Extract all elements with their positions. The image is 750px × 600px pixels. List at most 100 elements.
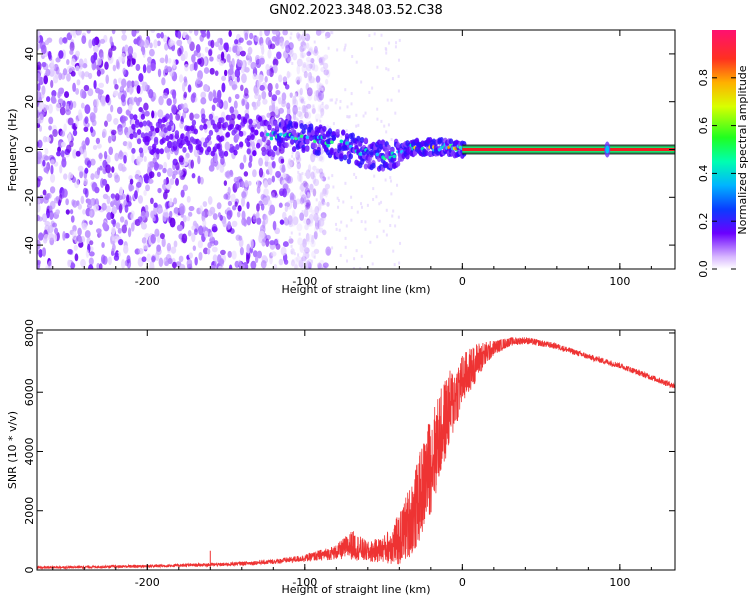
noise-blob — [171, 104, 177, 114]
noise-blob — [105, 94, 110, 104]
noise-blob — [271, 251, 277, 257]
noise-blob — [208, 164, 215, 172]
noise-blob — [37, 259, 41, 265]
noise-blob — [288, 220, 294, 228]
noise-blob — [78, 237, 83, 244]
noise-blob — [157, 207, 164, 214]
noise-blob — [166, 242, 172, 252]
track-band — [172, 140, 178, 147]
noise-blob — [219, 37, 223, 46]
noise-blob — [69, 209, 74, 215]
track-band — [316, 149, 321, 156]
noise-blob — [318, 57, 322, 64]
noise-blob — [243, 171, 249, 177]
noise-blob — [143, 189, 147, 197]
noise-blob — [131, 153, 135, 164]
track-band — [165, 113, 170, 120]
noise-speck — [350, 92, 353, 96]
noise-speck — [301, 172, 304, 176]
noise-blob — [304, 223, 309, 231]
noise-speck — [355, 176, 358, 180]
track-band — [293, 121, 299, 128]
noise-speck — [344, 236, 347, 240]
noise-blob — [317, 104, 322, 113]
noise-speck — [315, 118, 318, 122]
noise-speck — [353, 172, 356, 176]
noise-blob — [141, 46, 146, 56]
noise-speck — [329, 98, 332, 102]
noise-speck — [396, 183, 399, 187]
noise-blob — [241, 73, 247, 84]
noise-blob — [244, 32, 249, 41]
noise-blob — [177, 47, 182, 57]
noise-blob — [322, 62, 329, 70]
noise-blob — [47, 224, 54, 234]
noise-speck — [320, 114, 323, 118]
track-band — [199, 146, 204, 153]
noise-blob — [43, 75, 49, 85]
noise-speck — [394, 224, 397, 228]
noise-blob — [282, 30, 288, 36]
track-band — [272, 145, 278, 152]
noise-speck — [352, 267, 355, 269]
noise-blob — [132, 52, 137, 60]
noise-blob — [196, 51, 201, 58]
secondary-blob-core — [605, 145, 610, 154]
noise-speck — [321, 101, 324, 105]
noise-blob — [296, 161, 302, 170]
noise-blob — [262, 98, 268, 105]
noise-blob — [162, 212, 167, 222]
noise-speck — [389, 224, 392, 228]
noise-blob — [237, 205, 242, 212]
noise-blob — [305, 201, 311, 208]
noise-speck — [351, 55, 354, 59]
track-band — [229, 123, 234, 130]
noise-blob — [133, 80, 139, 87]
noise-blob — [183, 91, 188, 99]
noise-blob — [88, 257, 94, 266]
noise-blob — [144, 124, 150, 132]
noise-blob — [195, 77, 202, 85]
noise-blob — [223, 100, 229, 110]
noise-blob — [170, 89, 176, 96]
carrier-core — [462, 148, 675, 151]
noise-blob — [243, 87, 249, 97]
noise-blob — [179, 121, 184, 129]
noise-blob — [121, 78, 127, 89]
track-band — [169, 133, 174, 140]
noise-blob — [241, 180, 245, 188]
noise-blob — [123, 244, 129, 254]
track-band — [161, 137, 166, 144]
noise-blob — [234, 68, 241, 79]
noise-blob — [146, 253, 151, 263]
track-band — [369, 149, 374, 156]
noise-blob — [166, 140, 173, 149]
noise-blob — [280, 99, 287, 108]
noise-blob — [99, 52, 104, 61]
noise-blob — [236, 211, 241, 218]
noise-blob — [302, 61, 307, 69]
track-band — [259, 120, 265, 127]
noise-blob — [219, 257, 225, 267]
noise-blob — [148, 48, 155, 57]
noise-blob — [102, 255, 108, 265]
noise-speck — [296, 118, 299, 122]
noise-blob — [124, 219, 128, 227]
noise-blob — [68, 172, 74, 179]
noise-blob — [68, 100, 74, 111]
noise-blob — [322, 229, 327, 236]
noise-blob — [322, 262, 329, 268]
noise-blob — [278, 202, 283, 208]
noise-blob — [315, 30, 322, 36]
noise-speck — [385, 233, 388, 237]
noise-blob — [128, 141, 133, 149]
noise-blob — [311, 77, 317, 84]
noise-blob — [125, 109, 131, 116]
noise-speck — [334, 101, 337, 105]
track-band — [220, 135, 225, 142]
noise-blob — [292, 209, 296, 220]
noise-blob — [296, 58, 303, 67]
noise-blob — [89, 240, 94, 246]
noise-blob — [227, 200, 233, 206]
